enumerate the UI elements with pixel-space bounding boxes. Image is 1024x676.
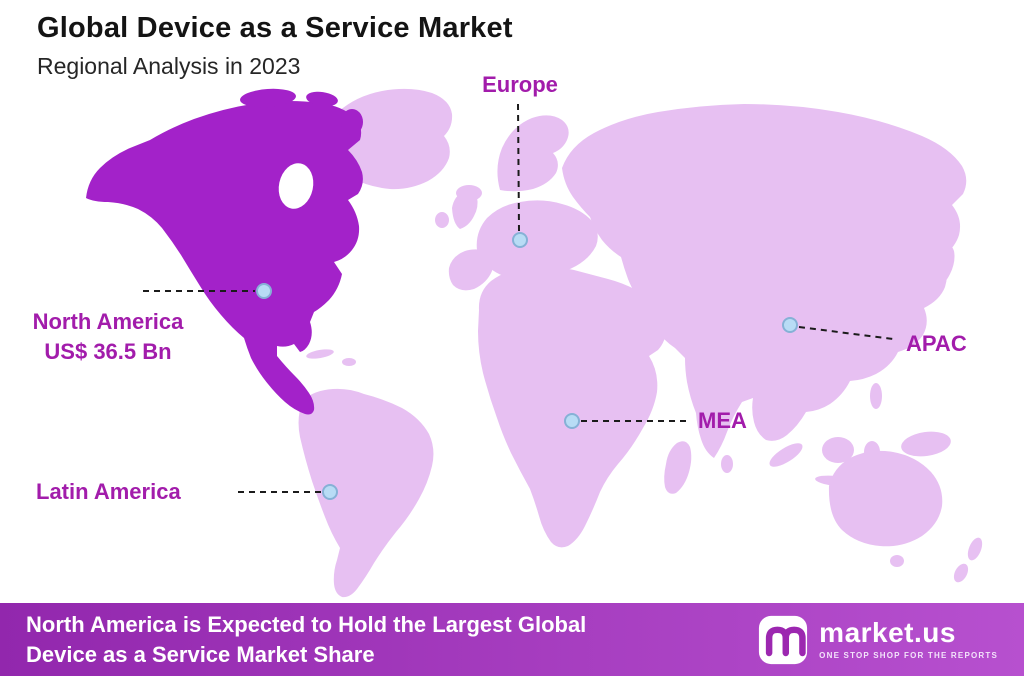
continent-africa: [478, 266, 667, 548]
region-label-europe: Europe: [482, 72, 558, 97]
marker-europe-icon: [512, 232, 528, 248]
region-label-latin-america: Latin America: [36, 479, 181, 504]
island-newguinea: [901, 431, 951, 457]
marker-latin-america-icon: [322, 484, 338, 500]
map-section: Global Device as a Service Market Region…: [8, 12, 983, 598]
leader-lines: [143, 103, 894, 493]
leader-apac: [798, 326, 894, 340]
region-label-north-america: North America US$ 36.5 Bn: [8, 307, 208, 367]
island-britain: [452, 190, 478, 229]
continent-europe: [476, 200, 598, 280]
island-philippines: [870, 383, 882, 409]
island-ireland: [435, 212, 449, 228]
brand-logo: market.us ONE STOP SHOP FOR THE REPORTS: [758, 615, 998, 665]
continent-australia: [828, 450, 943, 547]
island-borneo: [822, 437, 854, 463]
island-hispaniola: [342, 358, 356, 366]
arctic-island-2: [306, 91, 338, 107]
island-srilanka: [721, 455, 733, 473]
island-tasmania: [890, 555, 904, 567]
page-title: Global Device as a Service Market: [37, 12, 513, 44]
island-sumatra: [769, 443, 803, 467]
footer-caption-line1: North America is Expected to Hold the La…: [26, 612, 587, 638]
footer-caption: North America is Expected to Hold the La…: [26, 610, 586, 668]
brand-name: market.us: [819, 617, 956, 648]
island-nz-south: [953, 563, 969, 583]
region-label-apac: APAC: [906, 331, 967, 356]
region-value-north-america: US$ 36.5 Bn: [44, 339, 172, 364]
island-japan: [926, 244, 955, 291]
region-name-north-america: North America: [32, 309, 184, 334]
arctic-island-3: [341, 109, 363, 135]
brand-text: market.us ONE STOP SHOP FOR THE REPORTS: [819, 617, 998, 661]
page-subtitle: Regional Analysis in 2023: [37, 53, 301, 79]
continent-asia: [562, 104, 967, 458]
location-markers: [256, 232, 798, 500]
continent-north-america: [86, 101, 363, 415]
region-scandinavia: [497, 115, 569, 192]
region-label-mea: MEA: [698, 408, 747, 433]
marketus-logo-icon: [758, 615, 808, 665]
hudson-bay: [278, 163, 314, 209]
footer-caption-line2: Device as a Service Market Share: [26, 641, 375, 667]
world-map: [86, 88, 983, 598]
island-nz-north: [967, 537, 983, 561]
marker-mea-icon: [564, 413, 580, 429]
region-iberia: [448, 249, 494, 291]
island-madagascar: [664, 441, 692, 494]
title-block: Global Device as a Service Market Region…: [37, 12, 513, 80]
island-cuba: [306, 349, 334, 359]
marker-north-america-icon: [256, 283, 272, 299]
continents-light: [298, 88, 983, 598]
brand-tagline: ONE STOP SHOP FOR THE REPORTS: [819, 651, 998, 660]
arctic-island-1: [240, 88, 296, 108]
marker-apac-icon: [782, 317, 798, 333]
continent-south-america: [298, 388, 434, 598]
footer-banner: North America is Expected to Hold the La…: [0, 603, 1024, 676]
